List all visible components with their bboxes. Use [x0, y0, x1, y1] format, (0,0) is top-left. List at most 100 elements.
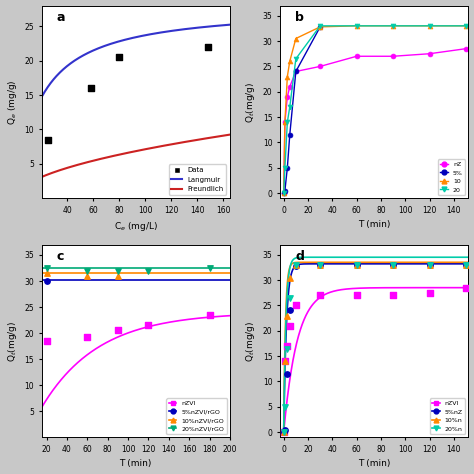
nZVI: [390, 54, 396, 59]
5%nZVI/rGO: [293, 69, 299, 74]
Y-axis label: Q$_t$(mg/g): Q$_t$(mg/g): [244, 320, 257, 362]
Legend: nZ, 5%, 10, 20: nZ, 5%, 10, 20: [438, 159, 465, 195]
Point: [353, 261, 360, 269]
Point: [281, 403, 289, 410]
Point: [462, 261, 470, 269]
Legend: Data, Langmuir, Freundlich: Data, Langmuir, Freundlich: [169, 164, 227, 195]
Point: [286, 307, 293, 314]
Line: 5%nZVI/rGO: 5%nZVI/rGO: [281, 25, 323, 196]
20%nZVI/rGO: [282, 165, 288, 171]
Point: [426, 261, 433, 269]
Point: [206, 264, 213, 272]
Text: d: d: [295, 250, 304, 264]
nZVI: [281, 191, 286, 196]
Point: [316, 261, 324, 269]
Point: [462, 261, 470, 269]
Point: [283, 345, 291, 352]
Point: [389, 261, 397, 269]
5%nZVI/rGO: [287, 132, 292, 138]
X-axis label: T (min): T (min): [358, 220, 391, 229]
X-axis label: T (min): T (min): [119, 459, 152, 468]
20%nZVI/rGO: [354, 23, 359, 29]
Y-axis label: Q$_t$(mg/g): Q$_t$(mg/g): [6, 320, 18, 362]
Point: [145, 267, 152, 274]
Point: [206, 311, 213, 319]
10%nZVI/rGO: [287, 58, 292, 64]
Point: [283, 312, 291, 319]
Point: [316, 292, 324, 299]
10%nZVI/rGO: [463, 23, 469, 29]
Point: [426, 261, 433, 269]
20%nZVI/rGO: [293, 56, 299, 62]
Point: [43, 269, 50, 277]
Point: [389, 292, 397, 299]
10%nZVI/rGO: [293, 36, 299, 41]
Point: [43, 277, 50, 285]
Point: [292, 261, 300, 269]
nZVI: [284, 94, 290, 100]
20%nZVI/rGO: [284, 119, 290, 125]
20%nZVI/rGO: [390, 23, 396, 29]
20%nZVI/rGO: [317, 23, 323, 29]
20%nZVI/rGO: [287, 104, 292, 110]
Point: [83, 272, 91, 280]
nZVI: [317, 64, 323, 69]
Point: [286, 273, 293, 281]
5%nZVI/rGO: [281, 191, 286, 196]
10%nZVI/rGO: [281, 191, 286, 196]
Point: [280, 428, 287, 436]
Point: [281, 426, 289, 433]
Point: [292, 301, 300, 309]
Point: [286, 322, 293, 329]
Point: [114, 327, 122, 334]
Point: [280, 428, 287, 436]
Point: [204, 43, 211, 51]
Point: [87, 84, 95, 92]
Point: [43, 264, 50, 272]
Line: 10%nZVI/rGO: 10%nZVI/rGO: [281, 23, 468, 196]
Point: [281, 357, 289, 365]
Text: b: b: [295, 11, 304, 24]
X-axis label: C$_e$ (mg/L): C$_e$ (mg/L): [114, 220, 158, 233]
X-axis label: T (min): T (min): [358, 459, 391, 468]
Y-axis label: Q$_t$(mg/g): Q$_t$(mg/g): [244, 81, 257, 123]
Point: [292, 262, 300, 270]
Legend: nZVI, 5%nZVI/rGO, 10%nZVI/rGO, 20%nZVI/rGO: nZVI, 5%nZVI/rGO, 10%nZVI/rGO, 20%nZVI/r…: [166, 398, 227, 434]
10%nZVI/rGO: [390, 23, 396, 29]
Point: [353, 292, 360, 299]
5%nZVI/rGO: [282, 188, 288, 193]
Point: [283, 342, 291, 350]
Point: [426, 289, 433, 297]
10%nZVI/rGO: [354, 23, 359, 29]
Point: [353, 261, 360, 269]
Legend: nZVI, 5%nZ, 10%n, 20%n: nZVI, 5%nZ, 10%n, 20%n: [430, 398, 465, 434]
nZVI: [287, 84, 292, 90]
Point: [426, 261, 433, 269]
nZVI: [354, 54, 359, 59]
nZVI: [463, 46, 469, 52]
20%nZVI/rGO: [427, 23, 432, 29]
Point: [389, 261, 397, 269]
10%nZVI/rGO: [282, 119, 288, 125]
Point: [43, 337, 50, 345]
Point: [114, 267, 122, 274]
20%nZVI/rGO: [281, 191, 286, 196]
Point: [283, 370, 291, 378]
Point: [116, 54, 123, 61]
Line: nZVI: nZVI: [281, 46, 468, 196]
Line: 20%nZVI/rGO: 20%nZVI/rGO: [281, 23, 468, 196]
Point: [114, 272, 122, 280]
Point: [462, 284, 470, 292]
Point: [44, 136, 52, 144]
nZVI: [293, 69, 299, 74]
Point: [389, 261, 397, 269]
Point: [280, 428, 287, 436]
5%nZVI/rGO: [284, 165, 290, 171]
10%nZVI/rGO: [427, 23, 432, 29]
Point: [462, 261, 470, 269]
nZVI: [282, 119, 288, 125]
Point: [281, 357, 289, 365]
Point: [353, 261, 360, 269]
Point: [83, 267, 91, 274]
Point: [280, 428, 287, 436]
